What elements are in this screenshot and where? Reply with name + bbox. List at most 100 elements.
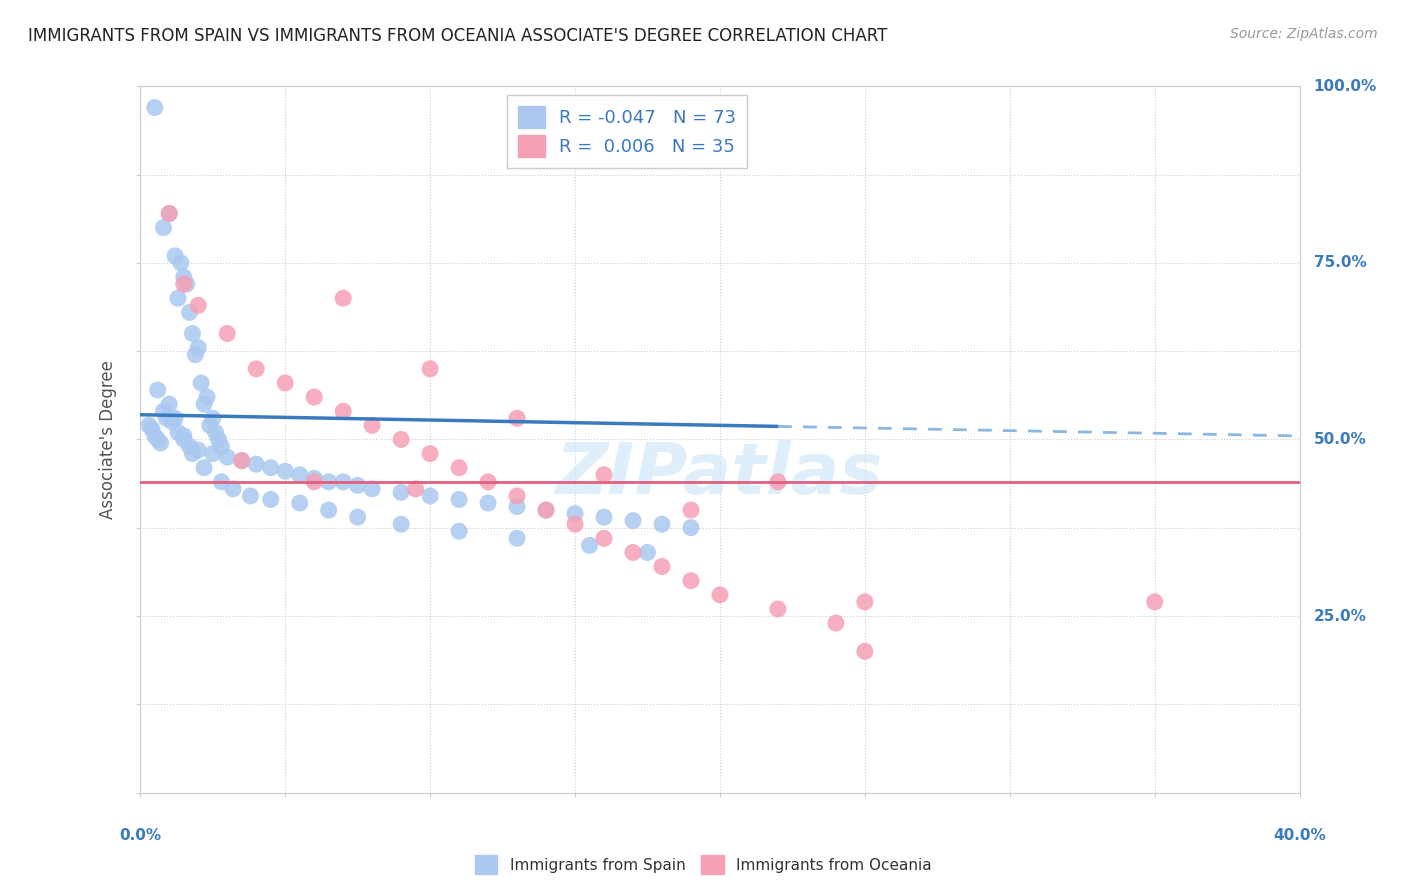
- Point: [419, 489, 441, 503]
- Point: [146, 433, 169, 447]
- Y-axis label: Associate's Degree: Associate's Degree: [100, 360, 117, 519]
- Point: [190, 376, 212, 390]
- Point: [766, 602, 789, 616]
- Text: 75.0%: 75.0%: [1313, 255, 1367, 270]
- Point: [637, 545, 659, 559]
- Point: [152, 404, 174, 418]
- Text: ZIPatlas: ZIPatlas: [557, 441, 883, 509]
- Point: [302, 475, 325, 489]
- Point: [138, 418, 160, 433]
- Point: [165, 249, 187, 263]
- Point: [260, 492, 283, 507]
- Point: [187, 298, 209, 312]
- Point: [332, 404, 354, 418]
- Point: [173, 277, 195, 291]
- Point: [170, 256, 193, 270]
- Point: [578, 538, 600, 552]
- Point: [217, 450, 239, 464]
- Point: [449, 492, 471, 507]
- Point: [302, 390, 325, 404]
- Point: [157, 397, 180, 411]
- Point: [231, 453, 253, 467]
- Point: [167, 291, 190, 305]
- Point: [853, 644, 876, 658]
- Point: [195, 390, 218, 404]
- Point: [209, 475, 232, 489]
- Point: [274, 464, 297, 478]
- Point: [179, 440, 201, 454]
- Point: [157, 206, 180, 220]
- Point: [173, 429, 195, 443]
- Point: [160, 415, 183, 429]
- Legend: R = -0.047   N = 73, R =  0.006   N = 35: R = -0.047 N = 73, R = 0.006 N = 35: [508, 95, 748, 169]
- Point: [181, 326, 204, 341]
- Point: [1143, 595, 1166, 609]
- Point: [679, 503, 702, 517]
- Point: [346, 510, 368, 524]
- Legend: Immigrants from Spain, Immigrants from Oceania: Immigrants from Spain, Immigrants from O…: [468, 849, 938, 880]
- Point: [593, 510, 616, 524]
- Point: [534, 503, 557, 517]
- Point: [506, 489, 529, 503]
- Point: [141, 422, 163, 436]
- Point: [709, 588, 731, 602]
- Point: [149, 436, 172, 450]
- Point: [165, 411, 187, 425]
- Point: [155, 411, 177, 425]
- Point: [231, 453, 253, 467]
- Point: [389, 433, 412, 447]
- Point: [187, 443, 209, 458]
- Point: [152, 220, 174, 235]
- Point: [201, 446, 224, 460]
- Point: [534, 503, 557, 517]
- Point: [187, 341, 209, 355]
- Text: 0.0%: 0.0%: [120, 829, 162, 843]
- Point: [593, 532, 616, 546]
- Point: [389, 517, 412, 532]
- Point: [222, 482, 245, 496]
- Point: [204, 425, 226, 440]
- Point: [245, 457, 267, 471]
- Point: [825, 616, 848, 631]
- Point: [318, 503, 340, 517]
- Point: [143, 101, 166, 115]
- Point: [288, 496, 311, 510]
- Point: [651, 559, 673, 574]
- Point: [419, 446, 441, 460]
- Point: [179, 305, 201, 319]
- Point: [239, 489, 262, 503]
- Point: [274, 376, 297, 390]
- Point: [332, 291, 354, 305]
- Point: [288, 467, 311, 482]
- Point: [157, 206, 180, 220]
- Text: IMMIGRANTS FROM SPAIN VS IMMIGRANTS FROM OCEANIA ASSOCIATE'S DEGREE CORRELATION : IMMIGRANTS FROM SPAIN VS IMMIGRANTS FROM…: [28, 27, 887, 45]
- Point: [564, 507, 586, 521]
- Point: [245, 361, 267, 376]
- Point: [506, 532, 529, 546]
- Point: [361, 482, 384, 496]
- Point: [332, 475, 354, 489]
- Point: [260, 460, 283, 475]
- Point: [506, 500, 529, 514]
- Text: 40.0%: 40.0%: [1274, 829, 1326, 843]
- Point: [419, 361, 441, 376]
- Point: [146, 383, 169, 397]
- Point: [405, 482, 427, 496]
- Point: [302, 471, 325, 485]
- Point: [173, 433, 195, 447]
- Point: [209, 440, 232, 454]
- Point: [621, 545, 644, 559]
- Point: [449, 460, 471, 475]
- Point: [679, 521, 702, 535]
- Point: [184, 348, 207, 362]
- Point: [361, 418, 384, 433]
- Point: [679, 574, 702, 588]
- Point: [217, 326, 239, 341]
- Point: [564, 517, 586, 532]
- Point: [346, 478, 368, 492]
- Text: Source: ZipAtlas.com: Source: ZipAtlas.com: [1230, 27, 1378, 41]
- Text: 50.0%: 50.0%: [1313, 432, 1367, 447]
- Point: [143, 429, 166, 443]
- Text: 100.0%: 100.0%: [1313, 78, 1376, 94]
- Point: [201, 411, 224, 425]
